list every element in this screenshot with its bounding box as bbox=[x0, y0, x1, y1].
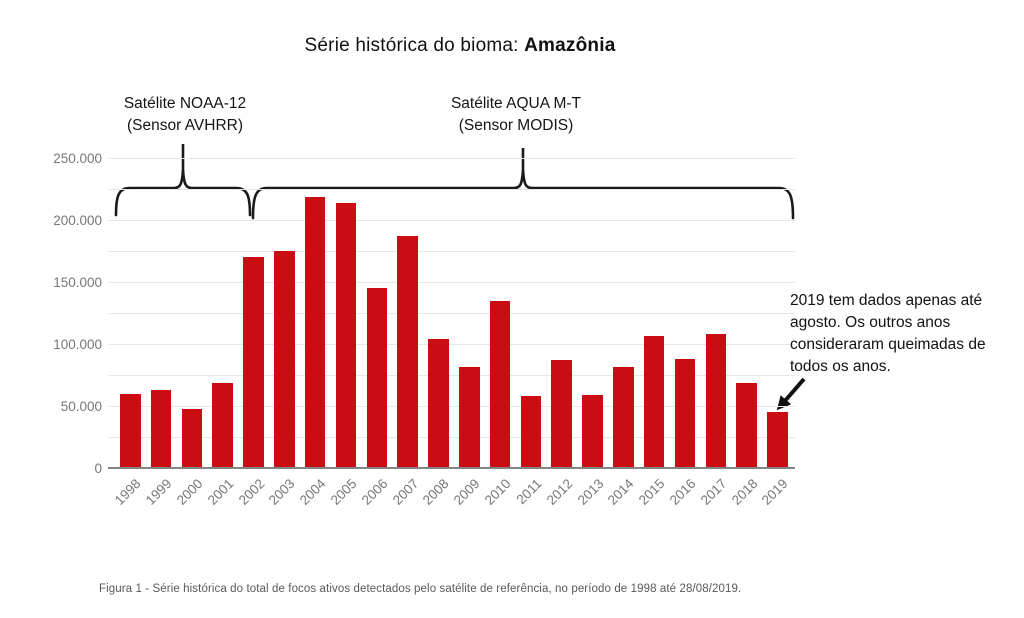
x-tick-label-2016: 2016 bbox=[666, 476, 699, 508]
x-tick-label-1998: 1998 bbox=[112, 476, 144, 508]
x-tick-label-2012: 2012 bbox=[543, 476, 576, 508]
bar-2000 bbox=[181, 408, 203, 467]
x-tick-label-2018: 2018 bbox=[728, 476, 761, 508]
y-tick-label: 200.000 bbox=[53, 213, 102, 228]
x-tick-label-2017: 2017 bbox=[697, 476, 730, 508]
bar-2002 bbox=[243, 257, 264, 467]
bar-2016 bbox=[674, 359, 696, 467]
x-tick-label-2004: 2004 bbox=[296, 476, 329, 508]
y-tick-label: 100.000 bbox=[53, 337, 102, 352]
x-tick-label-2008: 2008 bbox=[420, 476, 453, 508]
gridline bbox=[108, 406, 795, 407]
bar-2006 bbox=[366, 288, 388, 467]
x-tick-label-2019: 2019 bbox=[759, 476, 792, 508]
bar-2001 bbox=[212, 382, 233, 467]
x-tick-label-2003: 2003 bbox=[266, 476, 298, 508]
plot-area bbox=[108, 158, 795, 469]
bar-2012 bbox=[551, 360, 572, 467]
gridline bbox=[108, 251, 795, 252]
x-tick-label-2011: 2011 bbox=[513, 476, 545, 508]
bar-2009 bbox=[459, 366, 480, 467]
x-tick-label-2005: 2005 bbox=[327, 476, 360, 508]
annotation-2019: 2019 tem dados apenas até agosto. Os out… bbox=[790, 292, 986, 375]
y-tick-label: 250.000 bbox=[53, 151, 102, 166]
gridline bbox=[108, 282, 795, 283]
x-tick-label-2010: 2010 bbox=[481, 476, 514, 508]
sensor-label-aqua: Satélite AQUA M-T (Sensor MODIS) bbox=[450, 95, 582, 134]
x-tick-label-2013: 2013 bbox=[574, 476, 607, 508]
bar-2005 bbox=[335, 202, 357, 467]
bar-2008 bbox=[428, 339, 449, 467]
bar-2010 bbox=[489, 300, 511, 467]
y-tick-label: 0 bbox=[94, 461, 102, 476]
gridline bbox=[108, 158, 795, 159]
x-tick-label-2001: 2001 bbox=[204, 476, 237, 508]
bar-2007 bbox=[397, 236, 418, 467]
gridline bbox=[108, 189, 795, 190]
x-tick-label-2007: 2007 bbox=[389, 476, 422, 508]
bar-2011 bbox=[520, 396, 542, 467]
figure-caption: Figura 1 - Série histórica do total de f… bbox=[99, 583, 742, 595]
x-tick-label-2006: 2006 bbox=[358, 476, 391, 508]
gridline bbox=[108, 344, 795, 345]
x-tick-label-2002: 2002 bbox=[235, 476, 268, 508]
x-tick-label-2009: 2009 bbox=[451, 476, 483, 508]
chart-title: Série histórica do bioma: Amazônia bbox=[0, 35, 920, 57]
x-tick-label-1999: 1999 bbox=[142, 476, 175, 508]
bar-2018 bbox=[736, 382, 757, 467]
bar-2004 bbox=[304, 196, 326, 467]
bar-2017 bbox=[705, 334, 727, 467]
bar-2003 bbox=[274, 251, 295, 467]
bar-2013 bbox=[582, 395, 603, 467]
y-tick-label: 50.000 bbox=[60, 399, 102, 414]
bar-1998 bbox=[120, 393, 141, 467]
bar-1999 bbox=[150, 390, 172, 467]
y-tick-label: 150.000 bbox=[53, 275, 102, 290]
sensor-label-noaa: Satélite NOAA-12 (Sensor AVHRR) bbox=[123, 95, 247, 134]
x-axis-line bbox=[108, 467, 795, 469]
x-tick-label-2014: 2014 bbox=[605, 476, 637, 508]
gridline bbox=[108, 313, 795, 314]
chart-title-prefix: Série histórica do bioma: bbox=[304, 35, 525, 56]
bar-2019 bbox=[767, 412, 788, 467]
x-tick-label-2015: 2015 bbox=[635, 476, 668, 508]
gridline bbox=[108, 375, 795, 376]
bar-2015 bbox=[643, 335, 665, 467]
gridline bbox=[108, 220, 795, 221]
gridline bbox=[108, 437, 795, 438]
x-tick-label-2000: 2000 bbox=[173, 476, 206, 508]
chart-title-biome: Amazônia bbox=[524, 35, 616, 56]
bar-2014 bbox=[613, 366, 634, 467]
